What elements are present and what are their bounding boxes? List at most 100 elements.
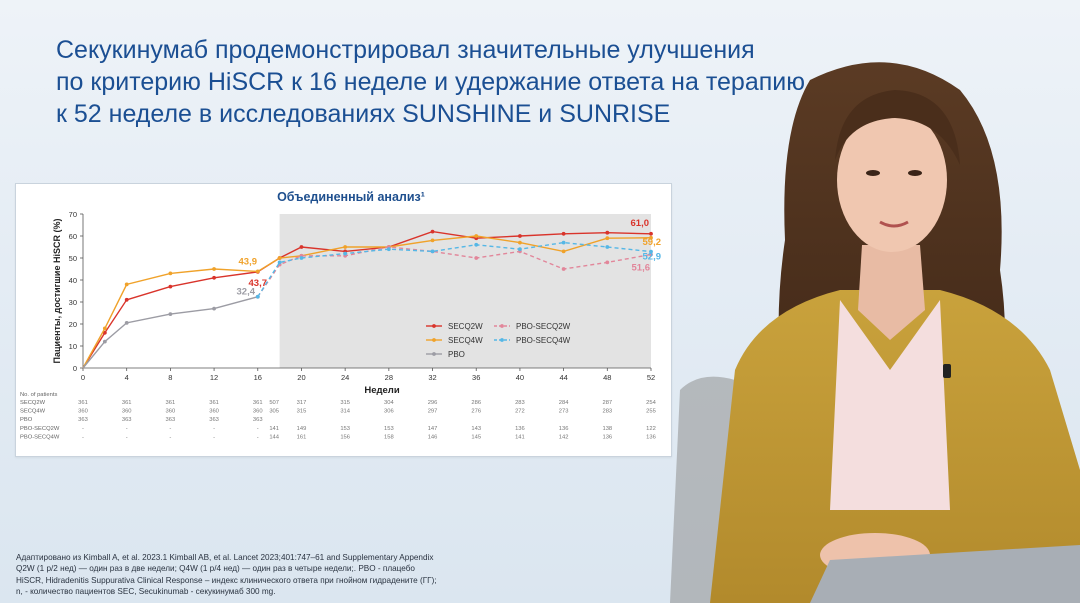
patients-count: 361 <box>209 400 219 406</box>
patients-count: - <box>169 434 171 440</box>
patients-count: 305 <box>269 409 279 415</box>
patients-count: 286 <box>471 400 481 406</box>
legend-marker <box>432 352 436 356</box>
y-tick-label: 40 <box>69 276 77 285</box>
data-point-pbo-secq4w <box>255 294 260 299</box>
legend-label: SECQ2W <box>448 322 483 331</box>
y-tick-label: 60 <box>69 232 77 241</box>
data-label: 61,0 <box>631 218 650 229</box>
patients-count: - <box>126 434 128 440</box>
data-point-pbo <box>168 312 173 316</box>
data-label: 32,4 <box>237 287 256 298</box>
x-tick-label: 12 <box>210 373 218 382</box>
patients-count: 136 <box>559 426 569 432</box>
data-label: 52,9 <box>643 252 662 263</box>
footnote-line-1: Адаптировано из Kimball A, et al. 2023.1… <box>16 553 434 562</box>
patients-count: 360 <box>209 409 219 415</box>
footnote-line-4: n, - количество пациентов SEC, Secukinum… <box>16 586 276 596</box>
legend-label: PBO-SECQ2W <box>516 322 571 331</box>
patients-count: 363 <box>209 417 219 423</box>
data-point-pbo-secq4w <box>299 256 304 260</box>
chart-title: Объединенный анализ¹ <box>277 190 425 204</box>
patients-count: 315 <box>340 400 350 406</box>
data-label: 59,2 <box>643 237 662 248</box>
data-point-secq2w <box>561 231 566 236</box>
legend-label: PBO-SECQ4W <box>516 336 571 345</box>
patients-row-name: SECQ4W <box>20 409 46 415</box>
patients-count: 153 <box>384 426 394 432</box>
patients-count: 141 <box>515 434 525 440</box>
patients-count: 276 <box>471 409 481 415</box>
legend-marker <box>432 324 436 328</box>
patients-count: 138 <box>602 426 612 432</box>
patients-count: 363 <box>78 417 88 423</box>
data-point-pbo-secq4w <box>386 247 391 252</box>
series-line-pbo <box>82 296 258 369</box>
x-tick-label: 36 <box>472 373 480 382</box>
data-point-pbo <box>124 321 129 325</box>
patients-count: 284 <box>559 400 569 406</box>
patients-count: 161 <box>297 434 307 440</box>
data-point-secq4w <box>649 235 653 240</box>
data-point-secq4w <box>277 256 282 260</box>
patients-table-header: No. of patients <box>20 392 57 398</box>
data-point-secq4w <box>168 271 173 276</box>
data-point-secq4w <box>343 245 348 249</box>
patients-count: 149 <box>297 426 307 432</box>
patients-count: 363 <box>122 417 132 423</box>
patients-count: 136 <box>515 426 525 432</box>
patients-count: - <box>213 426 215 432</box>
x-tick-label: 28 <box>385 373 393 382</box>
patients-count: 361 <box>122 400 132 406</box>
data-point-pbo <box>212 306 216 311</box>
neck-shape <box>858 245 925 340</box>
patients-count: 360 <box>253 409 263 415</box>
x-tick-label: 20 <box>297 373 305 382</box>
patients-count: 360 <box>78 409 88 415</box>
data-point-secq2w <box>168 284 173 289</box>
patients-count: 156 <box>340 434 350 440</box>
data-label: 43,9 <box>239 256 258 267</box>
data-point-pbo <box>102 339 107 344</box>
data-point-secq2w <box>124 297 129 302</box>
patients-count: 297 <box>428 409 438 415</box>
patients-count: 283 <box>602 409 612 415</box>
patients-count: 146 <box>428 434 438 440</box>
patients-count: 141 <box>269 426 279 432</box>
footnote: Адаптировано из Kimball A, et al. 2023.1… <box>16 552 486 597</box>
patients-row-name: PBO <box>20 417 33 423</box>
patients-count: 363 <box>166 417 176 423</box>
data-point-secq2w <box>102 330 107 335</box>
footnote-line-2: Q2W (1 р/2 нед) — один раз в две недели;… <box>16 564 415 574</box>
patients-count: 306 <box>384 409 394 415</box>
presenter-video <box>640 40 1080 603</box>
y-axis-label: Пациенты, достигшие HiSCR (%) <box>52 219 62 364</box>
patients-count: - <box>126 426 128 432</box>
legend-label: PBO <box>448 350 465 359</box>
patients-count: 255 <box>646 409 656 415</box>
x-tick-label: 40 <box>516 373 524 382</box>
legend-marker <box>500 324 504 328</box>
footnote-line-3: HiSCR, Hidradenitis Suppurativa Clinical… <box>16 575 437 585</box>
x-tick-label: 4 <box>125 373 129 382</box>
data-point-pbo-secq4w <box>474 242 479 247</box>
hair-front-shape <box>835 90 960 165</box>
data-point-secq4w <box>102 326 107 331</box>
blouse-shape <box>830 300 950 510</box>
patients-count: - <box>82 426 84 432</box>
patients-count: 122 <box>646 426 656 432</box>
series-line-secq4w <box>82 235 652 369</box>
patients-count: - <box>82 434 84 440</box>
laptop-shape <box>810 545 1080 603</box>
data-point-secq4w <box>474 234 479 238</box>
x-tick-label: 52 <box>647 373 655 382</box>
y-tick-label: 20 <box>69 320 77 329</box>
data-point-pbo-secq4w <box>277 260 282 265</box>
patients-count: 304 <box>384 400 394 406</box>
data-point-secq2w <box>605 230 610 235</box>
slide-title-line-1: Секукинумаб продемонстрировал значительн… <box>56 36 755 64</box>
data-point-pbo-secq4w <box>605 245 610 249</box>
y-tick-label: 10 <box>69 342 77 351</box>
data-point-pbo-secq2w <box>605 260 610 265</box>
